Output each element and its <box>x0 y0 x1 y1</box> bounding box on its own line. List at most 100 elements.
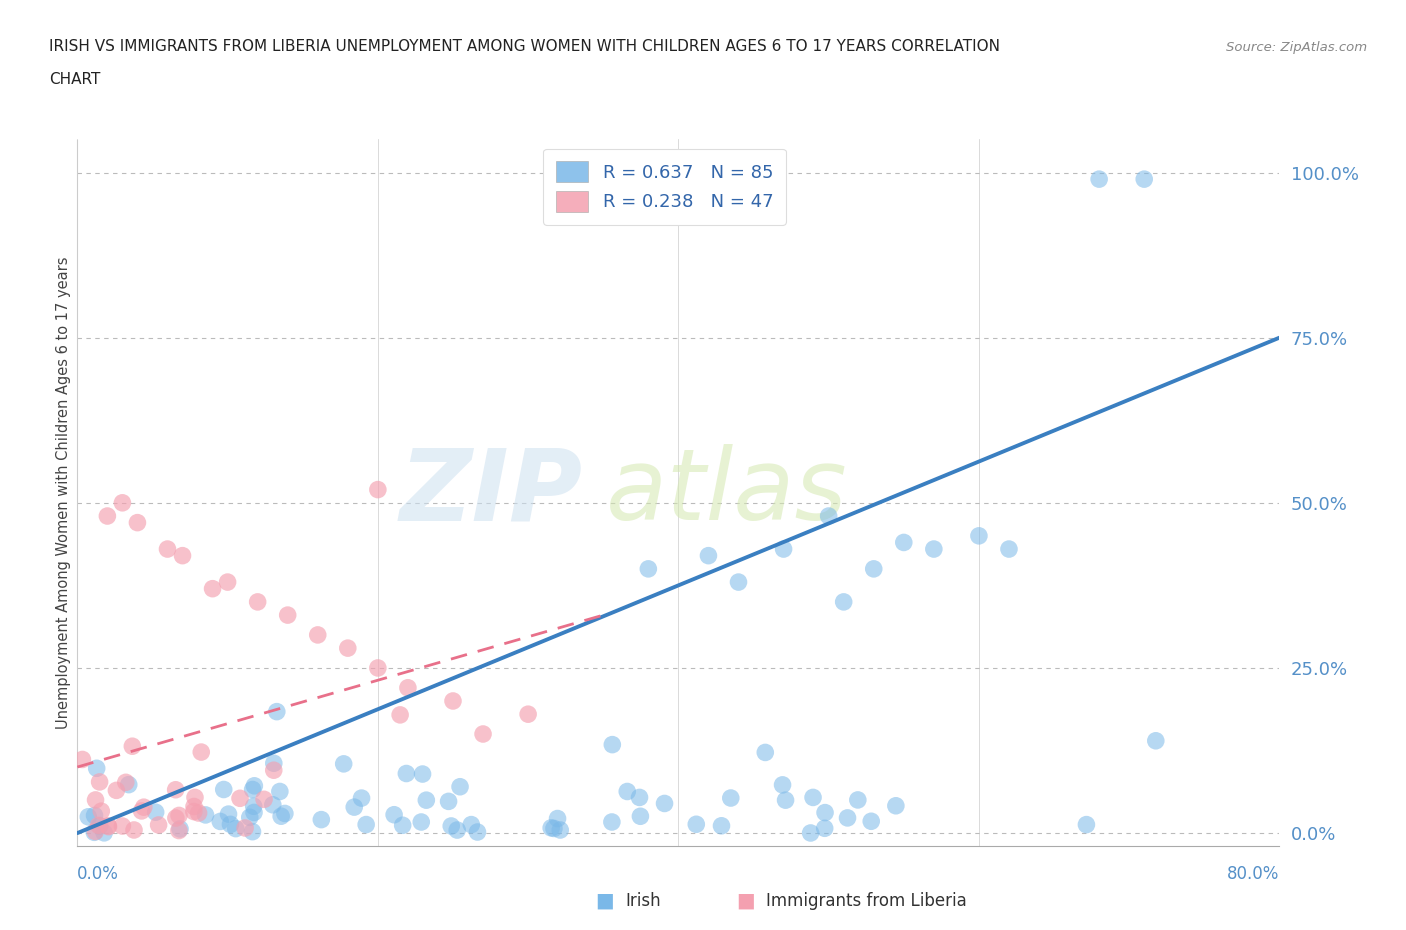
Point <box>1076 817 1098 832</box>
Point <box>922 541 945 556</box>
Point <box>382 807 405 822</box>
Point <box>263 756 285 771</box>
Point <box>517 707 540 722</box>
Point <box>233 820 256 835</box>
Point <box>84 792 107 807</box>
Point <box>367 482 389 497</box>
Point <box>389 708 412 723</box>
Point <box>156 541 179 556</box>
Point <box>111 818 134 833</box>
Point <box>548 822 571 837</box>
Point <box>243 805 266 820</box>
Text: Immigrants from Liberia: Immigrants from Liberia <box>766 892 967 910</box>
Text: Source: ZipAtlas.com: Source: ZipAtlas.com <box>1226 41 1367 54</box>
Point <box>637 562 659 577</box>
Point <box>83 808 105 823</box>
Text: ▪: ▪ <box>735 886 755 915</box>
Point <box>860 814 883 829</box>
Point <box>184 790 207 804</box>
Point <box>167 823 190 838</box>
Point <box>217 575 239 590</box>
Point <box>367 660 389 675</box>
Point <box>262 797 284 812</box>
Text: Irish: Irish <box>626 892 661 910</box>
Point <box>395 766 418 781</box>
Point <box>411 815 433 830</box>
Point <box>832 594 855 609</box>
Point <box>846 792 869 807</box>
Text: 80.0%: 80.0% <box>1227 865 1279 883</box>
Point <box>225 821 247 836</box>
Point <box>628 809 651 824</box>
Point <box>1144 734 1167 749</box>
Point <box>72 752 94 767</box>
Point <box>183 804 205 819</box>
Point <box>97 818 120 833</box>
Point <box>817 509 839 524</box>
Point <box>814 805 837 820</box>
Y-axis label: Unemployment Among Women with Children Ages 6 to 17 years: Unemployment Among Women with Children A… <box>56 257 70 729</box>
Point <box>209 814 232 829</box>
Point <box>148 817 170 832</box>
Point <box>165 811 187 826</box>
Point <box>229 790 252 805</box>
Point <box>118 777 141 792</box>
Point <box>269 784 291 799</box>
Point <box>600 815 623 830</box>
Point <box>274 806 297 821</box>
Point <box>263 763 285 777</box>
Point <box>86 761 108 776</box>
Point <box>800 826 823 841</box>
Point <box>190 745 212 760</box>
Point <box>127 515 149 530</box>
Point <box>837 810 859 825</box>
Point <box>246 594 269 609</box>
Text: CHART: CHART <box>49 72 101 86</box>
Point <box>84 824 107 839</box>
Point <box>801 790 824 804</box>
Point <box>239 810 262 825</box>
Point <box>1088 172 1111 187</box>
Point <box>336 641 359 656</box>
Point <box>96 509 118 524</box>
Point <box>122 822 145 837</box>
Point <box>862 562 884 577</box>
Point <box>547 811 569 826</box>
Point <box>131 804 153 818</box>
Point <box>311 812 333 827</box>
Point <box>893 535 915 550</box>
Point <box>277 607 299 622</box>
Point <box>1133 172 1156 187</box>
Point <box>90 804 112 818</box>
Point <box>242 824 264 839</box>
Point <box>697 548 720 563</box>
Point <box>654 796 676 811</box>
Point <box>884 798 907 813</box>
Point <box>307 628 329 643</box>
Point <box>467 825 489 840</box>
Point <box>396 681 419 696</box>
Point <box>440 818 463 833</box>
Point <box>446 823 468 838</box>
Point <box>253 791 276 806</box>
Point <box>194 807 217 822</box>
Point <box>685 817 707 831</box>
Point <box>266 704 288 719</box>
Point <box>219 817 242 831</box>
Point <box>998 541 1021 556</box>
Point <box>169 821 191 836</box>
Point <box>415 792 437 807</box>
Point <box>201 581 224 596</box>
Point <box>212 782 235 797</box>
Point <box>183 799 205 814</box>
Point <box>97 819 120 834</box>
Point <box>132 800 155 815</box>
Point <box>350 790 373 805</box>
Point <box>727 575 749 590</box>
Point <box>602 737 624 752</box>
Point <box>814 821 837 836</box>
Point <box>332 756 354 771</box>
Point <box>720 790 742 805</box>
Point <box>114 775 136 790</box>
Point <box>111 496 134 511</box>
